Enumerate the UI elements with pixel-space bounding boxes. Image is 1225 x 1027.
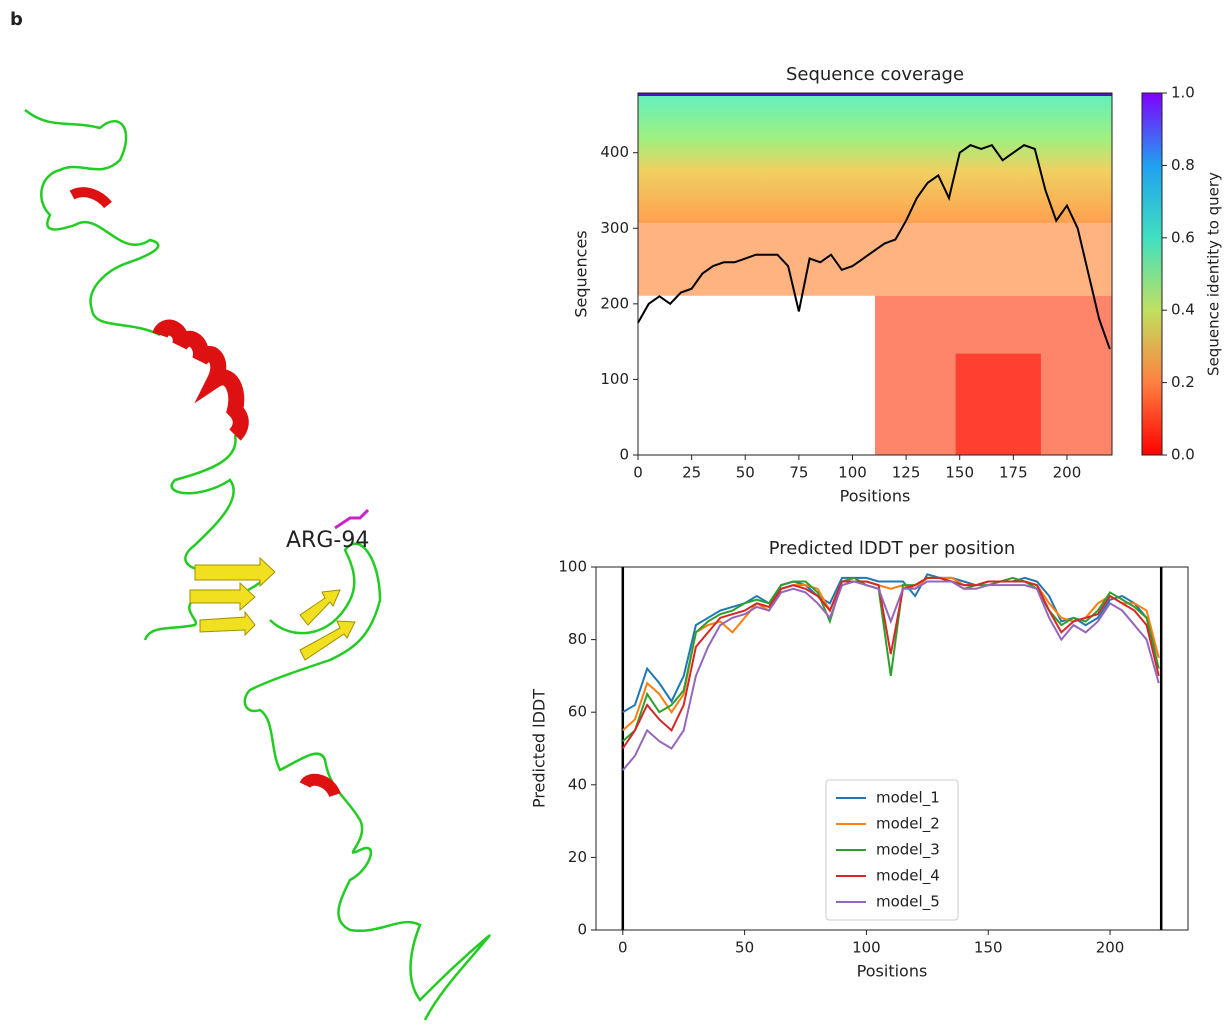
y-tick-label: 40 bbox=[568, 775, 587, 793]
heatmap-band bbox=[956, 354, 1041, 455]
legend-label: model_4 bbox=[876, 867, 940, 886]
x-tick-label: 50 bbox=[735, 939, 754, 957]
y-tick-label: 100 bbox=[600, 370, 629, 388]
x-tick-label: 200 bbox=[1096, 939, 1125, 957]
x-tick-label: 75 bbox=[789, 464, 808, 482]
x-axis-label: Positions bbox=[840, 487, 911, 506]
colorbar-tick-label: 0.6 bbox=[1171, 228, 1195, 246]
x-tick-label: 150 bbox=[974, 939, 1003, 957]
y-tick-label: 100 bbox=[558, 558, 587, 576]
y-axis-label: Sequences bbox=[572, 230, 591, 317]
y-tick-label: 300 bbox=[600, 219, 629, 237]
residue-label: ARG-94 bbox=[286, 528, 369, 553]
x-tick-label: 0 bbox=[633, 464, 643, 482]
series-line bbox=[623, 574, 1159, 712]
colorbar bbox=[1142, 93, 1162, 455]
colorbar-label: Sequence identity to query bbox=[1205, 172, 1223, 376]
x-tick-label: 100 bbox=[838, 464, 867, 482]
y-tick-label: 0 bbox=[619, 446, 629, 464]
colorbar-tick-label: 0.8 bbox=[1171, 156, 1195, 174]
panel-label: b bbox=[10, 9, 23, 30]
legend-label: model_5 bbox=[876, 893, 940, 912]
legend-label: model_3 bbox=[876, 841, 940, 860]
colorbar-tick-label: 1.0 bbox=[1171, 84, 1195, 102]
coverage-heatmap bbox=[638, 93, 1112, 455]
x-tick-label: 125 bbox=[892, 464, 921, 482]
x-axis-label: Positions bbox=[857, 962, 928, 981]
heatmap-band bbox=[638, 223, 1112, 295]
y-axis-label: Predicted lDDT bbox=[530, 689, 549, 808]
figure: b ARG-94 0255075100125150175200010020030… bbox=[0, 0, 1225, 1027]
y-tick-label: 400 bbox=[600, 143, 629, 161]
x-tick-label: 200 bbox=[1053, 464, 1082, 482]
heatmap-band bbox=[638, 93, 1112, 223]
protein-structure: ARG-94 bbox=[25, 110, 490, 1020]
legend-label: model_1 bbox=[876, 789, 940, 808]
x-tick-label: 50 bbox=[736, 464, 755, 482]
chart-title: Predicted lDDT per position bbox=[769, 538, 1016, 559]
y-tick-label: 80 bbox=[568, 630, 587, 648]
y-tick-label: 0 bbox=[577, 921, 587, 939]
colorbar-tick-label: 0.2 bbox=[1171, 373, 1195, 391]
legend-label: model_2 bbox=[876, 815, 940, 834]
x-tick-label: 0 bbox=[618, 939, 628, 957]
x-tick-label: 150 bbox=[945, 464, 974, 482]
y-tick-label: 60 bbox=[568, 703, 587, 721]
x-tick-label: 100 bbox=[852, 939, 881, 957]
series-line bbox=[623, 578, 1159, 749]
y-tick-label: 20 bbox=[568, 848, 587, 866]
y-tick-label: 200 bbox=[600, 294, 629, 312]
colorbar-tick-label: 0.0 bbox=[1171, 446, 1195, 464]
x-tick-label: 175 bbox=[999, 464, 1028, 482]
colorbar-tick-label: 0.4 bbox=[1171, 301, 1195, 319]
chart-title: Sequence coverage bbox=[786, 64, 964, 85]
x-tick-label: 25 bbox=[682, 464, 701, 482]
